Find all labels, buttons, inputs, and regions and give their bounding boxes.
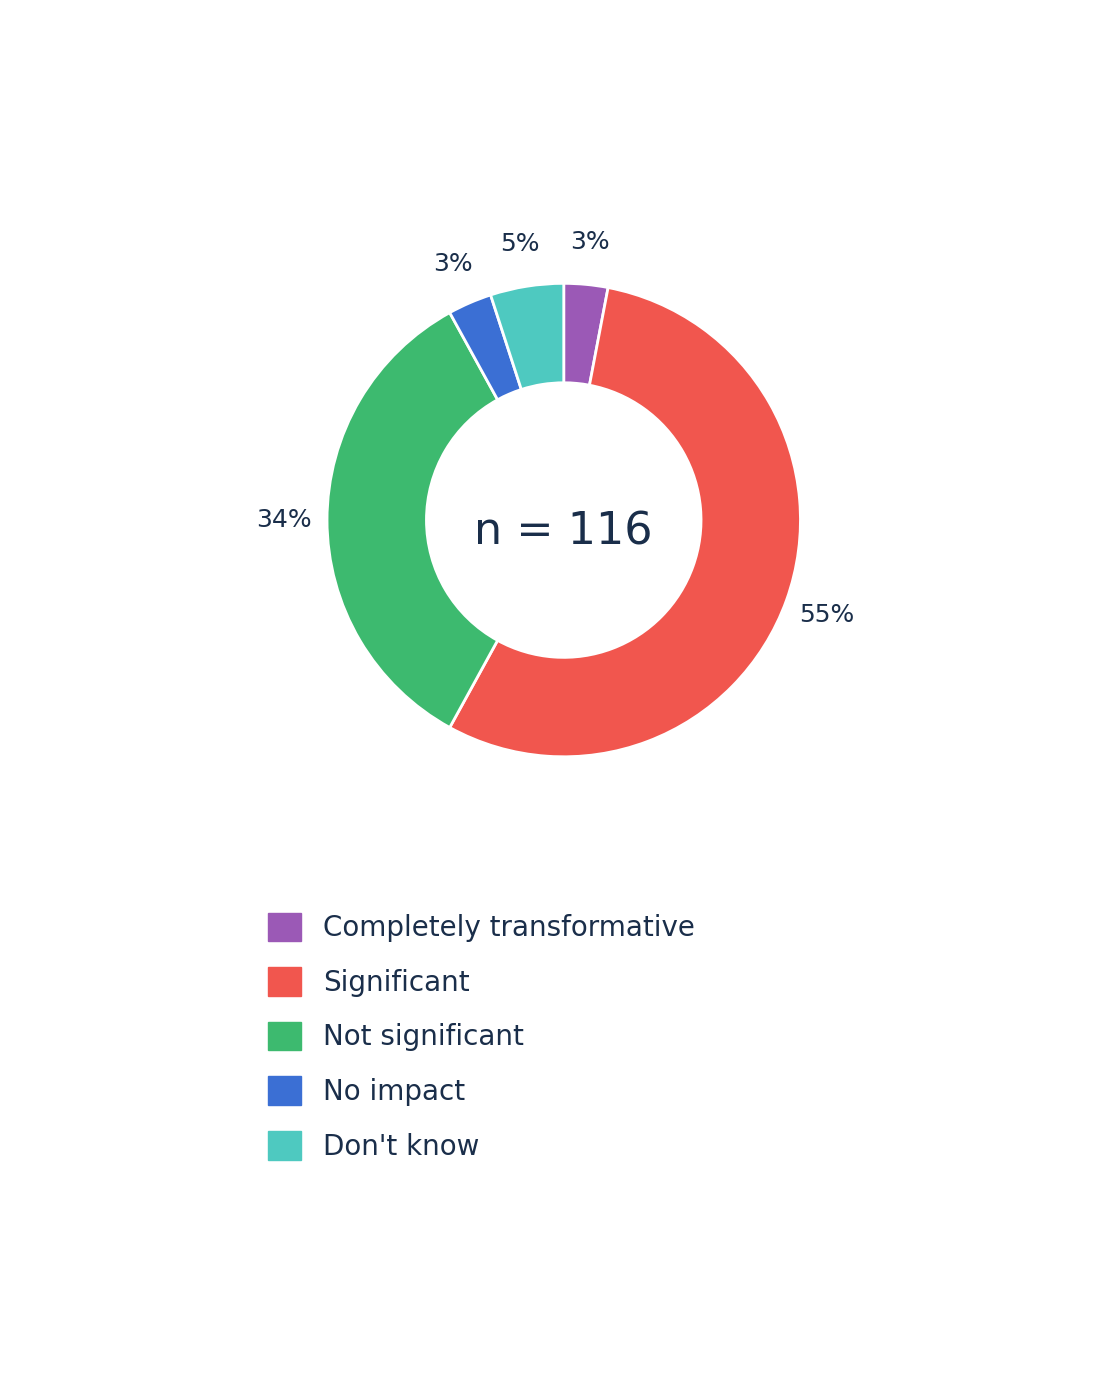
Text: 34%: 34%	[256, 509, 312, 532]
Legend: Completely transformative, Significant, Not significant, No impact, Don't know: Completely transformative, Significant, …	[254, 899, 708, 1174]
Text: 3%: 3%	[433, 252, 473, 276]
Wedge shape	[450, 287, 801, 756]
Text: n = 116: n = 116	[474, 510, 653, 553]
Text: 5%: 5%	[500, 232, 540, 256]
Text: 3%: 3%	[570, 230, 609, 254]
Wedge shape	[563, 283, 608, 385]
Wedge shape	[491, 283, 564, 389]
Text: 55%: 55%	[799, 602, 855, 627]
Wedge shape	[327, 312, 497, 727]
Wedge shape	[450, 296, 521, 400]
